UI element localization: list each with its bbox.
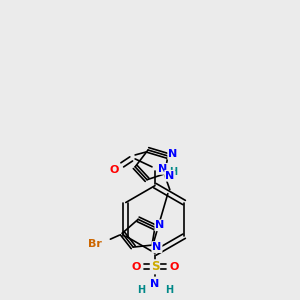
- Text: N: N: [158, 164, 167, 174]
- Text: N: N: [150, 279, 160, 289]
- Text: N: N: [168, 149, 177, 159]
- Text: N: N: [152, 242, 162, 252]
- Text: H: H: [137, 285, 145, 295]
- Text: H: H: [169, 167, 177, 177]
- Text: S: S: [151, 260, 159, 273]
- Text: O: O: [169, 262, 178, 272]
- Text: H: H: [165, 285, 173, 295]
- Text: N: N: [165, 171, 174, 181]
- Text: O: O: [131, 262, 141, 272]
- Text: O: O: [110, 165, 119, 175]
- Text: Br: Br: [88, 239, 101, 249]
- Text: N: N: [155, 220, 164, 230]
